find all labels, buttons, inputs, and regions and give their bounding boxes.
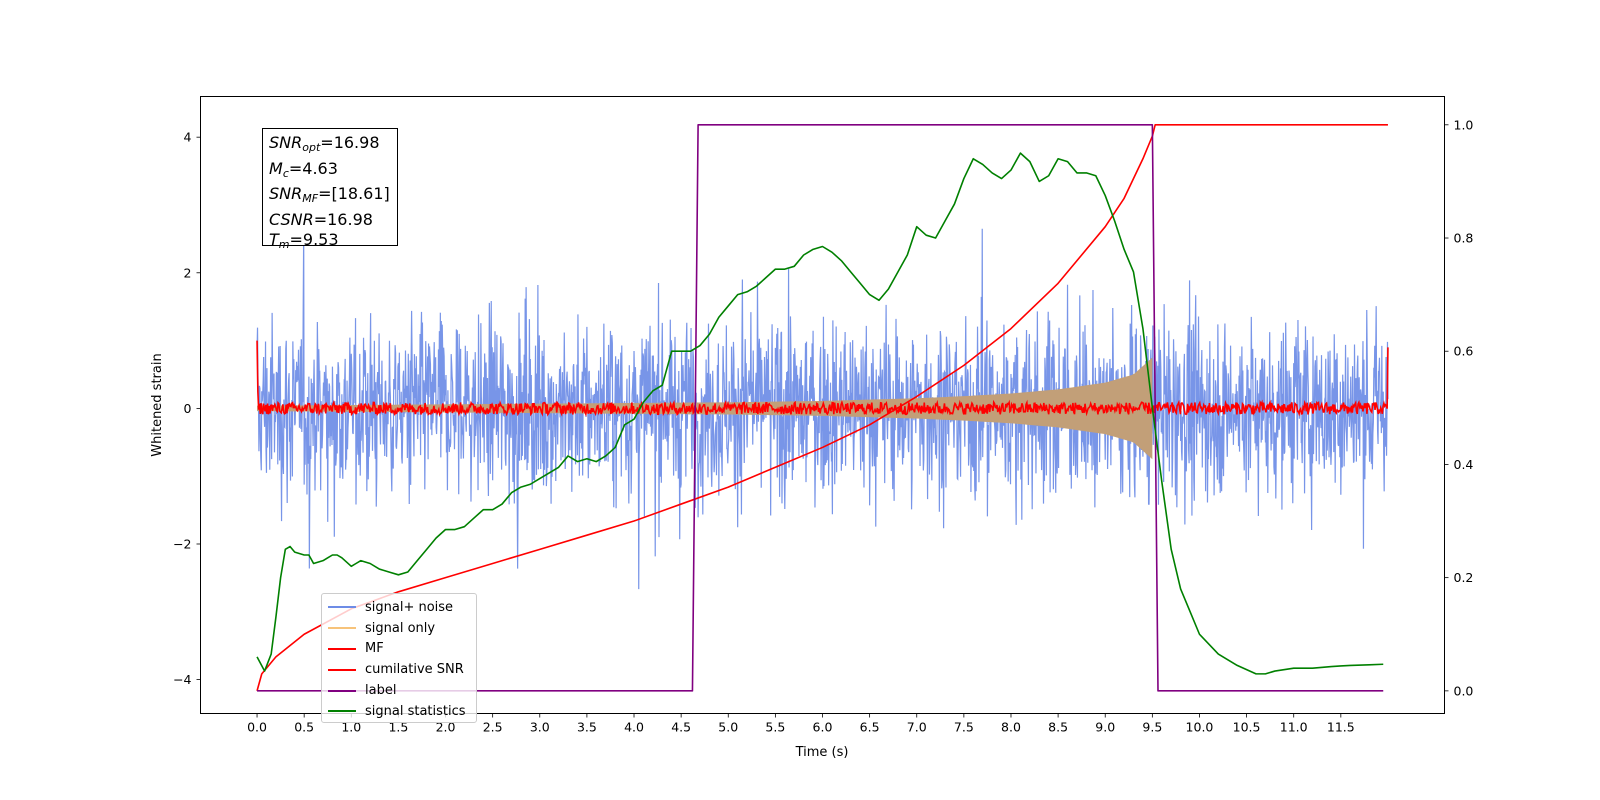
legend-label: MF <box>365 641 384 657</box>
mf-line <box>256 340 1389 417</box>
x-tick-label: 2.5 <box>483 720 503 735</box>
snr-mf-line: SNRMF=[18.61] <box>269 184 390 206</box>
legend-label: signal only <box>365 620 436 636</box>
y-left-tick-label: 0 <box>184 401 192 416</box>
x-tick-label: 3.0 <box>530 720 550 735</box>
y-left-tick-label: 4 <box>184 130 192 145</box>
x-tick-label: 4.5 <box>671 720 691 735</box>
legend-label: cumilative SNR <box>365 662 464 678</box>
legend-swatch <box>328 689 356 692</box>
x-tick-label: 11.5 <box>1327 720 1355 735</box>
x-tick-label: 6.0 <box>813 720 833 735</box>
y-left-tick-label: 2 <box>184 265 192 280</box>
x-tick-label: 4.0 <box>624 720 644 735</box>
x-tick-label: 5.5 <box>765 720 785 735</box>
legend-swatch <box>328 606 356 609</box>
x-tick-label: 5.0 <box>718 720 738 735</box>
merger-time-line: Tm=9.53 <box>269 230 339 252</box>
signal-statistics-line <box>256 152 1384 675</box>
y-left-tick-label: −4 <box>173 672 191 687</box>
y-right-tick-label: 0.0 <box>1454 683 1474 698</box>
x-tick-label: 8.0 <box>1001 720 1021 735</box>
legend-item-label: label <box>328 680 470 701</box>
legend-item-signal-noise: signal+ noise <box>328 597 470 618</box>
x-tick-label: 3.5 <box>577 720 597 735</box>
x-tick-label: 10.5 <box>1233 720 1261 735</box>
y-left-tick-label: −2 <box>173 536 191 551</box>
x-tick-label: 2.0 <box>436 720 456 735</box>
legend-swatch <box>328 668 356 671</box>
legend-item-cumulative-snr: cumilative SNR <box>328 659 470 680</box>
x-tick-label: 0.5 <box>294 720 314 735</box>
chirp-mass-line: Mc=4.63 <box>269 158 338 180</box>
signal-noise-line <box>256 228 1389 590</box>
x-tick-label: 0.0 <box>247 720 267 735</box>
x-tick-label: 10.0 <box>1186 720 1214 735</box>
x-tick-label: 6.5 <box>860 720 880 735</box>
y-right-tick-label: 0.4 <box>1454 457 1474 472</box>
x-tick-label: 1.5 <box>388 720 408 735</box>
legend-label: label <box>365 683 397 699</box>
label-line <box>257 124 1384 692</box>
legend-label: signal statistics <box>365 703 466 719</box>
csnr-line: CSNR=16.98 <box>269 209 373 229</box>
x-axis-label: Time (s) <box>795 745 849 760</box>
legend-swatch <box>328 647 356 650</box>
snr-opt-line: SNRopt=16.98 <box>269 133 380 154</box>
snr-annotation-box: SNRopt=16.98 Mc=4.63 SNRMF=[18.61] CSNR=… <box>262 128 398 251</box>
axes-layer: 0.0 0.5 1.0 1.5 2.0 2.5 3.0 3.5 4.0 4.5 5.0 5.5 6.0 6… <box>173 117 1473 734</box>
y-right-tick-label: 0.6 <box>1454 344 1474 359</box>
y-axis-label: Whitened strain <box>150 353 165 456</box>
x-tick-label: 8.5 <box>1048 720 1068 735</box>
legend-item-mf: MF <box>328 639 470 660</box>
chart-legend: signal+ noise signal only MF cumilative … <box>321 593 477 723</box>
x-tick-label: 7.5 <box>954 720 974 735</box>
x-tick-label: 7.0 <box>907 720 927 735</box>
x-tick-label: 11.0 <box>1280 720 1308 735</box>
legend-swatch <box>328 627 356 630</box>
x-tick-label: 1.0 <box>341 720 361 735</box>
legend-swatch <box>328 710 356 713</box>
y-right-tick-label: 0.8 <box>1454 231 1474 246</box>
legend-item-signal-only: signal only <box>328 618 470 639</box>
legend-item-signal-statistics: signal statistics <box>328 701 470 722</box>
y-right-tick-label: 0.2 <box>1454 570 1474 585</box>
x-tick-label: 9.0 <box>1095 720 1115 735</box>
y-right-tick-label: 1.0 <box>1454 117 1474 132</box>
x-tick-label: 9.5 <box>1142 720 1162 735</box>
legend-label: signal+ noise <box>365 599 454 615</box>
